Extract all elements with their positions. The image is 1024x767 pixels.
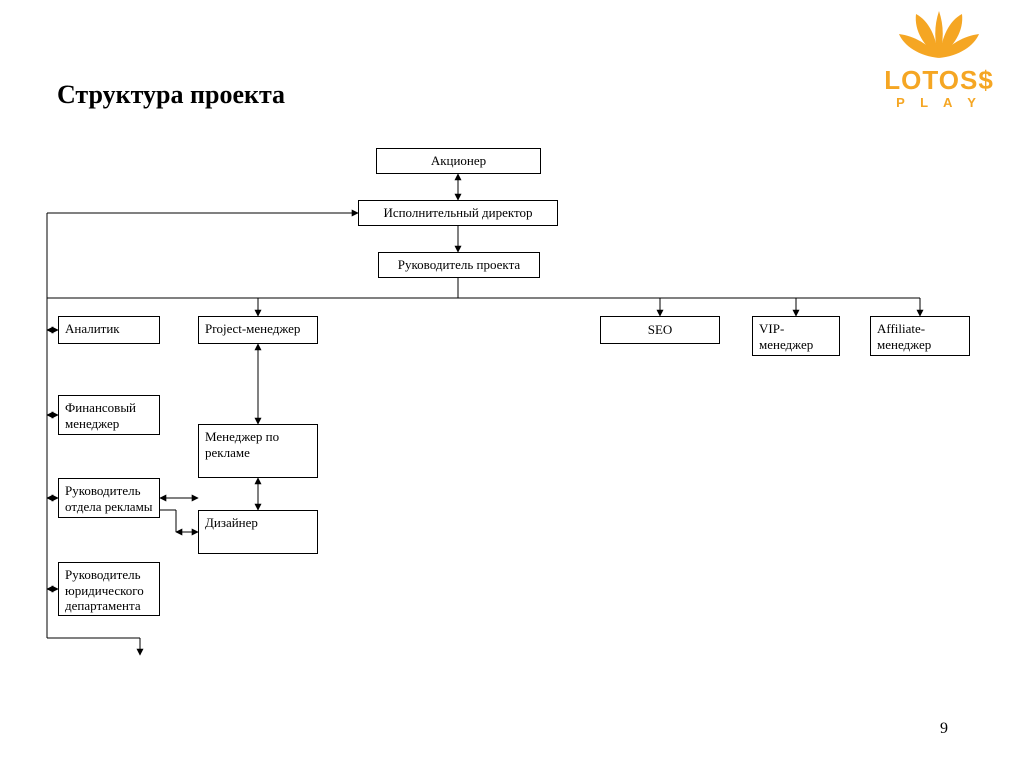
node-ad-head: Руководитель отдела рекламы: [58, 478, 160, 518]
node-project-mgr: Project-менеджер: [198, 316, 318, 344]
node-legal: Руководитель юридического департамента: [58, 562, 160, 616]
logo-text: LOTOS$: [864, 67, 1014, 93]
page-title: Структура проекта: [57, 80, 285, 110]
node-ad-mgr: Менеджер по рекламе: [198, 424, 318, 478]
logo: LOTOS$ P L A Y: [864, 6, 1014, 110]
node-fin: Финансовый менеджер: [58, 395, 160, 435]
node-designer: Дизайнер: [198, 510, 318, 554]
node-vip: VIP-менеджер: [752, 316, 840, 356]
node-exec: Исполнительный директор: [358, 200, 558, 226]
node-seo: SEO: [600, 316, 720, 344]
node-shareholder: Акционер: [376, 148, 541, 174]
logo-sub: P L A Y: [864, 95, 1014, 110]
node-affiliate: Affiliate-менеджер: [870, 316, 970, 356]
lotus-icon: [894, 6, 984, 62]
node-pm-lead: Руководитель проекта: [378, 252, 540, 278]
page-number: 9: [940, 720, 948, 738]
node-analyst: Аналитик: [58, 316, 160, 344]
org-chart-edges: [0, 0, 1024, 767]
